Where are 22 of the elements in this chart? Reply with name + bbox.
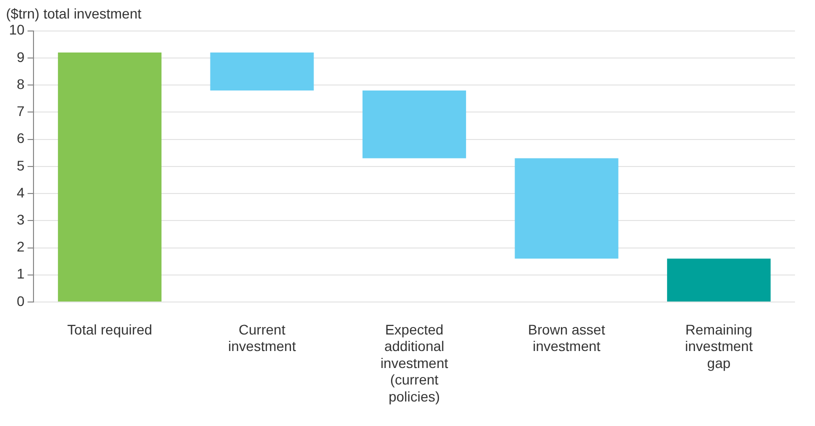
y-tick-label: 9 <box>16 48 25 65</box>
bar <box>58 52 162 302</box>
y-tick-label: 5 <box>16 157 25 174</box>
y-tick-label: 3 <box>16 212 25 228</box>
y-tick-label: 6 <box>16 130 25 146</box>
y-tick-label: 4 <box>16 184 25 200</box>
x-tick-label: Total required <box>67 321 152 338</box>
bar <box>362 90 466 158</box>
y-tick-label: 0 <box>16 292 25 309</box>
x-tick-label: Expected additional investment (current policies) <box>380 321 448 404</box>
y-tick-label: 2 <box>16 238 25 255</box>
y-axis-title: ($trn) total investment <box>6 5 142 22</box>
bar <box>667 258 771 302</box>
bar <box>210 52 314 90</box>
y-tick-label: 7 <box>16 103 25 120</box>
bar <box>514 158 618 259</box>
x-tick-label: Current investment <box>228 321 296 354</box>
x-tick-label: Remaining investment gap <box>685 321 753 371</box>
x-tick-label: Brown asset investment <box>528 321 606 354</box>
y-tick-label: 8 <box>16 76 25 92</box>
y-tick-label: 1 <box>16 266 25 282</box>
y-tick-label: 10 <box>8 22 25 38</box>
